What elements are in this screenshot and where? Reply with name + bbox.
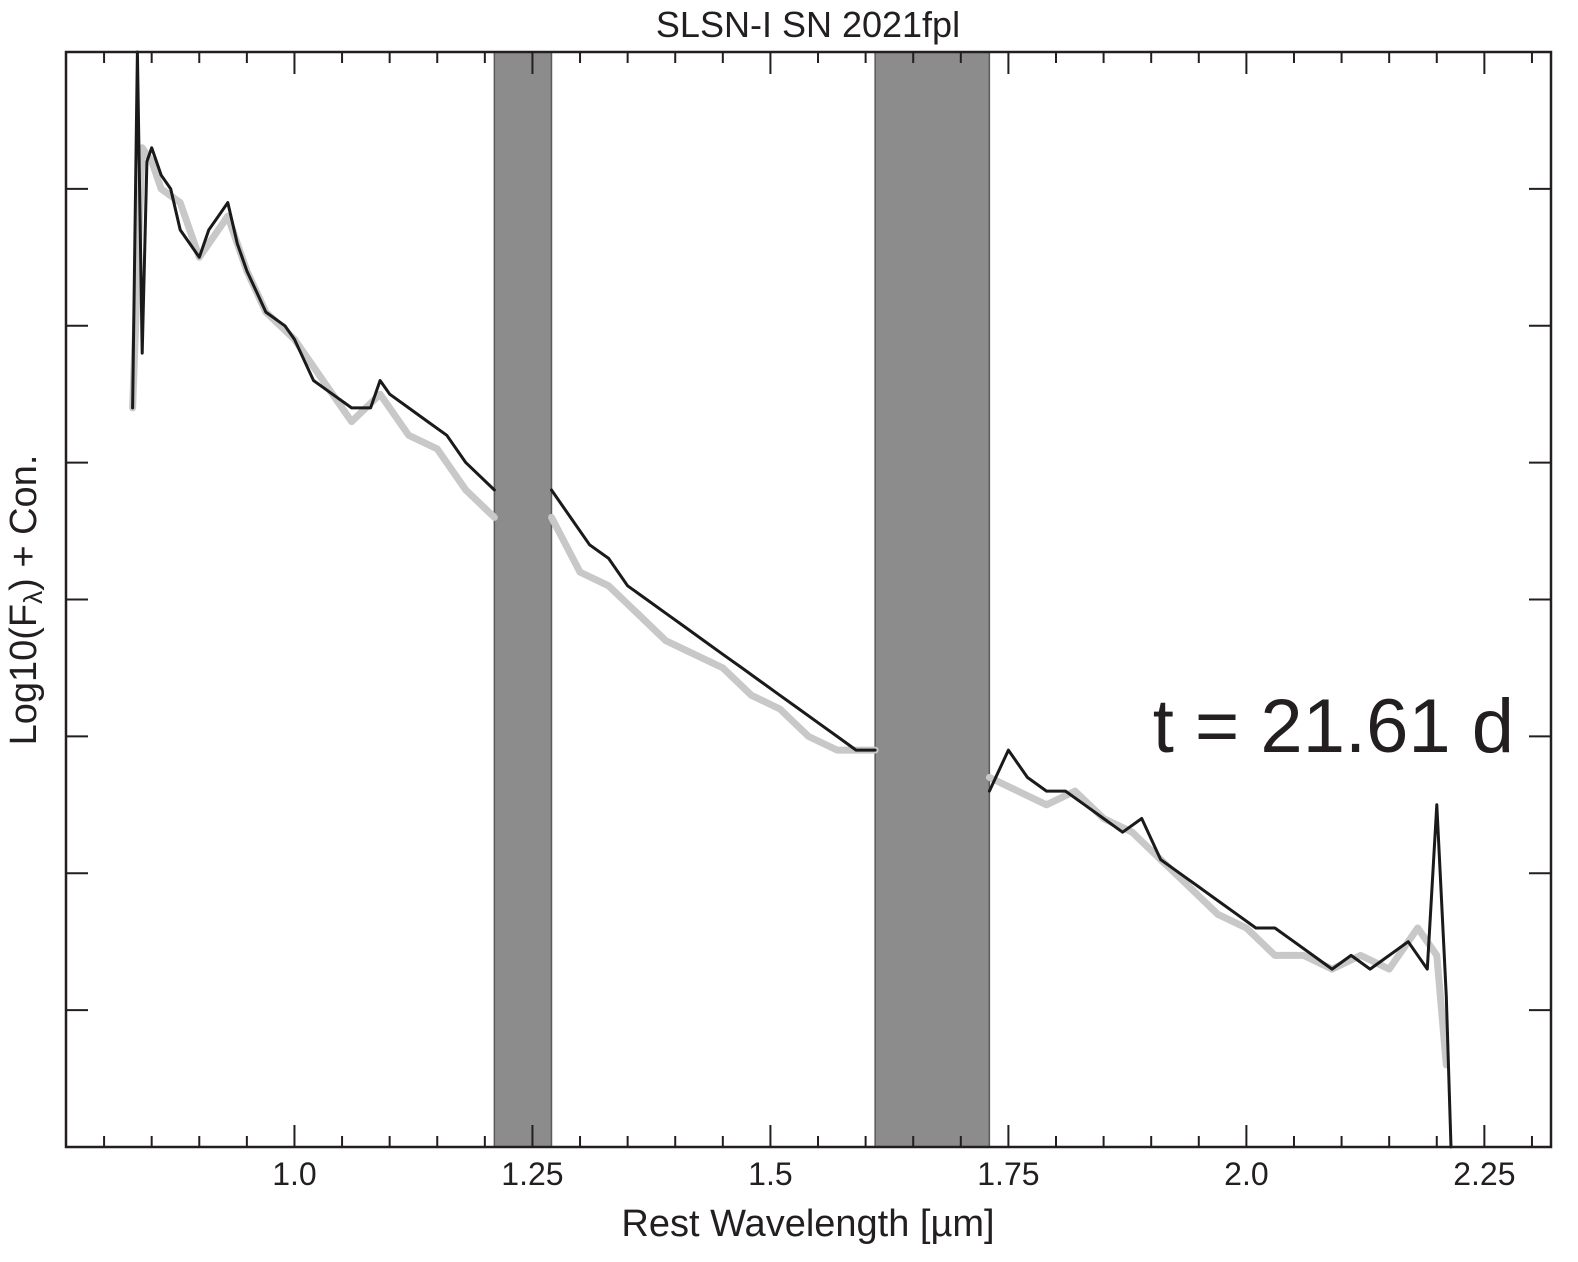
epoch-annotation: t = 21.61 d xyxy=(1153,684,1514,769)
y-axis-label: Log10(Fλ) + Con. xyxy=(3,455,48,746)
x-tick-label: 1.75 xyxy=(977,1156,1039,1192)
y-axis-label-main: Log10(F xyxy=(3,604,45,746)
chart-title: SLSN-I SN 2021fpl xyxy=(656,4,960,45)
x-tick-label: 2.25 xyxy=(1453,1156,1515,1192)
smoothed-spectrum-segment-1 xyxy=(131,50,496,492)
smoothed-spectrum-layer xyxy=(131,50,1453,1149)
axis-ticks: 1.0 1.25 1.5 1.75 2.0 2.25 xyxy=(66,52,1551,1192)
x-axis-label: Rest Wavelength [µm] xyxy=(621,1203,994,1245)
telluric-band-1 xyxy=(493,51,553,1148)
y-axis-label-subscript: λ xyxy=(18,591,48,604)
x-tick-label: 1.5 xyxy=(748,1156,792,1192)
smoothed-spectrum-segment-2 xyxy=(550,488,877,752)
telluric-band-2 xyxy=(874,51,991,1148)
telluric-bands xyxy=(493,51,991,1148)
smoothed-spectrum-segment-3 xyxy=(987,748,1453,1149)
raw-spectrum-segment-2 xyxy=(548,513,879,754)
x-tick-label: 1.0 xyxy=(272,1156,316,1192)
x-tick-label: 2.0 xyxy=(1224,1156,1268,1192)
y-axis-label-tail: ) + Con. xyxy=(3,455,45,591)
x-tick-label: 1.25 xyxy=(501,1156,563,1192)
